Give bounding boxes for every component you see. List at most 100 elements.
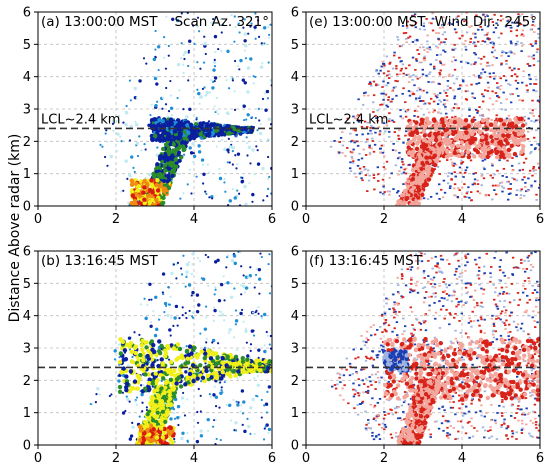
scatter-point [380, 144, 384, 147]
scatter-point [455, 103, 458, 106]
feature-point [147, 442, 152, 445]
scatter-point [461, 161, 465, 163]
scatter-point [232, 254, 237, 258]
y-tick-label: 3 [291, 103, 299, 118]
scatter-point [454, 115, 457, 118]
scatter-point [252, 82, 255, 85]
scatter-point [180, 42, 183, 45]
scatter-point [428, 46, 431, 49]
scatter-point [268, 292, 272, 295]
scatter-point [349, 140, 353, 143]
scatter-point [395, 73, 399, 76]
feature-point [195, 376, 200, 381]
scatter-point [355, 176, 358, 178]
scatter-point [414, 253, 418, 256]
scatter-point [226, 254, 230, 257]
scatter-point [478, 106, 481, 108]
scatter-point [258, 292, 261, 295]
scatter-point [333, 384, 337, 386]
feature-point [505, 133, 510, 138]
feature-point [155, 387, 160, 393]
scatter-point [143, 297, 146, 300]
scatter-point [501, 190, 504, 193]
scatter-point [364, 154, 368, 156]
feature-point [489, 149, 494, 154]
scatter-point [169, 334, 172, 337]
feature-point [149, 178, 154, 183]
feature-point [145, 427, 150, 433]
feature-point [148, 402, 153, 407]
scatter-point [381, 348, 384, 351]
scatter-point [534, 83, 538, 85]
scatter-point [477, 270, 481, 272]
scatter-point [529, 78, 532, 81]
scatter-point [491, 103, 495, 106]
scatter-point [396, 36, 399, 38]
scatter-point [181, 314, 184, 317]
scatter-point [233, 108, 237, 111]
feature-point [187, 371, 193, 377]
scatter-point [250, 116, 254, 119]
scatter-point [472, 32, 475, 35]
feature-point [151, 117, 157, 122]
scatter-point [403, 168, 406, 171]
scatter-point [197, 91, 201, 96]
scatter-point [214, 288, 217, 291]
y-tick-label: 4 [23, 309, 31, 324]
feature-point [155, 162, 160, 167]
feature-point [162, 186, 167, 191]
scatter-point [505, 98, 508, 101]
scatter-point [401, 63, 405, 66]
scatter-point [124, 122, 128, 127]
scatter-point [506, 20, 509, 22]
scatter-point [524, 181, 527, 184]
scatter-point [362, 148, 365, 151]
scatter-point [138, 333, 141, 337]
scatter-point [497, 96, 501, 99]
feature-point [163, 380, 169, 386]
scatter-point [146, 303, 149, 307]
scatter-point [377, 433, 381, 436]
scatter-point [507, 198, 510, 201]
scatter-point [392, 86, 396, 89]
scatter-point [269, 347, 272, 350]
scatter-point [439, 69, 442, 72]
scatter-point [441, 33, 445, 36]
feature-point [470, 139, 475, 144]
scatter-point [247, 32, 250, 35]
scatter-point [179, 267, 183, 270]
scatter-point [240, 265, 243, 268]
scatter-point [266, 194, 269, 198]
scatter-point [437, 82, 440, 85]
scatter-point [516, 82, 520, 84]
scatter-point [216, 342, 220, 345]
scatter-point [353, 117, 357, 120]
scatter-point [498, 88, 502, 91]
feature-point [138, 200, 143, 206]
feature-point [166, 136, 171, 142]
scatter-point [537, 33, 540, 35]
scatter-point [398, 156, 401, 159]
scatter-point [414, 39, 417, 42]
feature-point [161, 195, 166, 201]
feature-point [193, 121, 199, 127]
scatter-point [523, 115, 526, 118]
scatter-point [504, 109, 507, 111]
scatter-point [171, 17, 175, 21]
scatter-point [515, 155, 518, 158]
scatter-point [510, 93, 513, 96]
feature-point [452, 120, 457, 125]
scatter-point [207, 284, 210, 287]
scatter-point [397, 38, 400, 41]
scatter-point [213, 308, 217, 313]
scatter-point [257, 267, 262, 272]
feature-point [117, 389, 123, 394]
feature-point [502, 128, 507, 134]
scatter-point [522, 119, 526, 122]
scatter-point [501, 18, 505, 21]
feature-point [519, 149, 524, 155]
scatter-point [124, 110, 127, 114]
feature-point [150, 381, 156, 386]
scatter-point [249, 162, 252, 165]
scatter-point [475, 14, 478, 17]
